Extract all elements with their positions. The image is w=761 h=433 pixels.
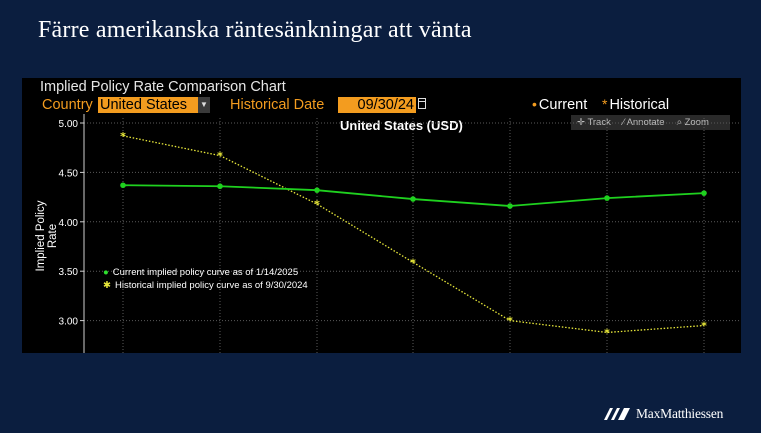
- legend-current: • Current: [532, 96, 588, 113]
- plot-area[interactable]: 5.00 4.50 4.00 3.50 3.00 * * * * * * *: [22, 78, 741, 353]
- y-tick-label: 3.50: [59, 267, 79, 278]
- y-tick-label: 5.00: [59, 119, 79, 130]
- historical-point[interactable]: *: [507, 315, 513, 328]
- chart-title: United States (USD): [340, 118, 463, 133]
- current-point[interactable]: [120, 182, 126, 189]
- y-tick-label: 4.50: [59, 168, 79, 179]
- legend-item-historical: ✱ Historical implied policy curve as of 9…: [103, 280, 308, 291]
- current-point[interactable]: [604, 195, 610, 201]
- country-select[interactable]: United States: [98, 97, 198, 113]
- current-point[interactable]: [507, 203, 513, 209]
- crosshair-icon: ✛: [577, 117, 585, 128]
- panel-title: Implied Policy Rate Comparison Chart: [40, 79, 286, 95]
- current-point[interactable]: [410, 196, 416, 202]
- historical-point[interactable]: *: [410, 256, 416, 269]
- y-tick-label: 3.00: [59, 317, 79, 328]
- historical-point[interactable]: *: [701, 320, 707, 333]
- historical-point[interactable]: *: [314, 198, 320, 211]
- brand-name: MaxMatthiessen: [636, 406, 724, 421]
- slide-title: Färre amerikanska räntesänkningar att vä…: [38, 17, 472, 43]
- chevron-down-icon[interactable]: ▼: [198, 97, 210, 113]
- historical-point[interactable]: *: [604, 326, 610, 339]
- legend-historical: * Historical: [602, 96, 670, 113]
- y-tick-label: 4.00: [59, 218, 79, 229]
- brand-mark-icon: [604, 408, 630, 420]
- pencil-icon: ⁄: [622, 117, 625, 128]
- magnifier-icon: ⌕: [676, 117, 682, 128]
- current-point[interactable]: [701, 190, 707, 196]
- track-button[interactable]: ✛ Track: [577, 117, 611, 128]
- chart-panel: Implied Policy Rate Comparison Chart Cou…: [22, 78, 741, 353]
- historical-point[interactable]: *: [217, 150, 223, 163]
- country-label: Country: [42, 97, 93, 113]
- calendar-icon[interactable]: [418, 98, 426, 109]
- current-point[interactable]: [217, 183, 223, 190]
- historical-point[interactable]: *: [120, 130, 126, 143]
- brand-logo: MaxMatthiessen: [604, 406, 723, 422]
- historical-date-input[interactable]: 09/30/24: [338, 97, 416, 113]
- historical-series-line: [122, 135, 705, 334]
- chart-legend: ● Current implied policy curve as of 1/14…: [103, 266, 308, 292]
- current-point[interactable]: [314, 187, 320, 193]
- legend-item-current: ● Current implied policy curve as of 1/14…: [103, 267, 299, 278]
- historical-date-label: Historical Date: [230, 97, 325, 113]
